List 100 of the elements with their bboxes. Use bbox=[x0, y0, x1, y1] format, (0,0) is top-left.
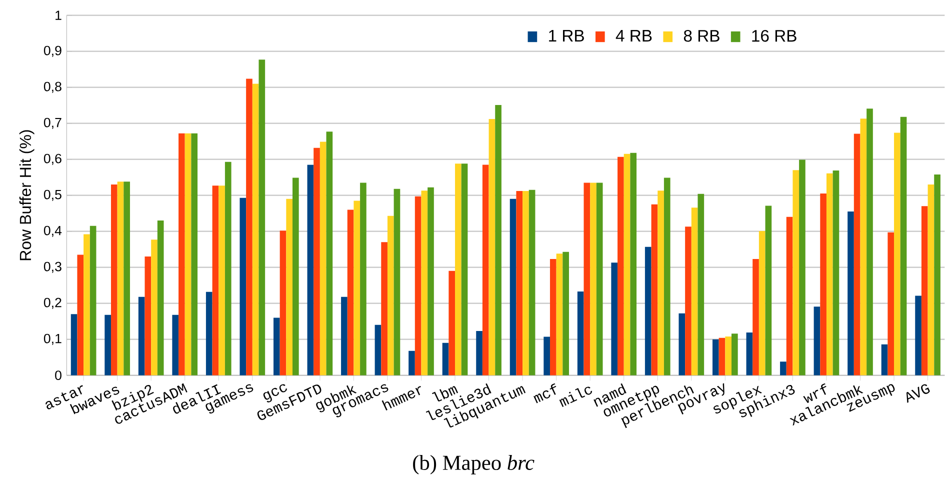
bar bbox=[732, 334, 738, 376]
bar bbox=[780, 362, 786, 376]
bar bbox=[157, 220, 164, 376]
bar bbox=[286, 198, 293, 376]
bar bbox=[792, 170, 800, 376]
bar bbox=[928, 184, 934, 376]
bar bbox=[752, 259, 759, 376]
bar bbox=[698, 194, 704, 376]
bar bbox=[664, 178, 670, 376]
bar bbox=[117, 182, 124, 376]
bar bbox=[476, 331, 482, 376]
y-tick-label: 0,5 bbox=[44, 190, 62, 201]
bar bbox=[394, 188, 400, 376]
bar bbox=[374, 324, 382, 376]
bar bbox=[934, 174, 940, 376]
bar bbox=[678, 313, 686, 376]
x-tick-label: milc bbox=[559, 386, 592, 407]
bar bbox=[341, 296, 348, 376]
bar bbox=[224, 162, 232, 376]
bar bbox=[915, 296, 922, 376]
bar bbox=[184, 133, 192, 376]
y-tick-label: 0,3 bbox=[44, 262, 62, 273]
bar bbox=[590, 182, 596, 376]
bar bbox=[758, 230, 766, 376]
bar bbox=[618, 156, 624, 376]
bar bbox=[522, 191, 529, 376]
bar bbox=[408, 350, 415, 376]
bar bbox=[307, 164, 314, 376]
bar bbox=[881, 344, 888, 376]
bar bbox=[354, 200, 360, 376]
y-tick-label: 0,7 bbox=[44, 118, 62, 129]
y-tick-label: 0,4 bbox=[44, 226, 62, 237]
bar bbox=[921, 206, 928, 376]
bar bbox=[455, 164, 462, 376]
bar bbox=[381, 242, 388, 376]
bar bbox=[765, 206, 772, 376]
bar bbox=[495, 104, 502, 376]
legend-label: 16 RB bbox=[752, 30, 796, 42]
bar bbox=[888, 232, 894, 376]
bar bbox=[611, 262, 618, 376]
bar bbox=[178, 133, 185, 376]
bar bbox=[651, 204, 658, 376]
bar bbox=[124, 182, 130, 376]
bar bbox=[110, 184, 118, 376]
bar bbox=[212, 186, 219, 376]
bar bbox=[544, 336, 550, 376]
x-tick-label: mcf bbox=[533, 383, 556, 404]
bar bbox=[577, 291, 584, 376]
bar bbox=[624, 154, 630, 376]
y-tick-label: 0 bbox=[55, 370, 62, 380]
bar bbox=[246, 78, 252, 376]
bar bbox=[191, 133, 198, 376]
bar bbox=[70, 314, 78, 376]
bar bbox=[387, 216, 394, 376]
text: (b) Mapeo brc bbox=[413, 454, 534, 474]
legend-label: 4 RB bbox=[616, 30, 652, 42]
bar bbox=[550, 259, 556, 376]
bar bbox=[421, 190, 428, 376]
bar bbox=[172, 314, 179, 376]
y-tick-label: 0,8 bbox=[44, 82, 62, 93]
bar bbox=[691, 208, 698, 376]
bar bbox=[274, 318, 280, 376]
bar bbox=[280, 230, 286, 376]
bar bbox=[292, 178, 299, 376]
bar bbox=[77, 254, 84, 376]
bar bbox=[786, 216, 793, 376]
y-tick-label: 0,6 bbox=[44, 154, 62, 165]
bar bbox=[258, 60, 266, 376]
bar bbox=[799, 160, 806, 376]
bar bbox=[360, 182, 366, 376]
bar bbox=[104, 314, 111, 376]
bar bbox=[252, 84, 259, 376]
bar bbox=[860, 118, 867, 376]
bar bbox=[314, 148, 320, 376]
bar bbox=[414, 196, 422, 376]
y-axis-title: Row Buffer Hit (%) bbox=[19, 130, 34, 260]
legend-label: 1 RB bbox=[549, 30, 584, 42]
y-tick-label: 0,2 bbox=[44, 298, 62, 309]
bar bbox=[516, 191, 523, 376]
bar bbox=[144, 256, 152, 376]
bar bbox=[510, 198, 516, 376]
x-tick-label: AVG bbox=[906, 384, 930, 403]
bar bbox=[820, 194, 826, 376]
bar bbox=[428, 187, 434, 376]
y-tick-label: 0,1 bbox=[44, 334, 62, 345]
bar bbox=[630, 152, 637, 376]
bar bbox=[814, 306, 820, 376]
bar bbox=[644, 246, 652, 376]
bar bbox=[725, 336, 732, 376]
bar bbox=[826, 173, 833, 376]
y-tick-label: 1 bbox=[56, 10, 62, 20]
bar bbox=[84, 234, 90, 376]
bar bbox=[718, 338, 726, 376]
bar bbox=[658, 190, 664, 376]
bar bbox=[746, 332, 753, 376]
bar bbox=[685, 226, 692, 376]
bar bbox=[866, 108, 873, 376]
bar bbox=[900, 116, 907, 376]
legend-label: 8 RB bbox=[684, 30, 720, 42]
bar bbox=[347, 210, 354, 376]
